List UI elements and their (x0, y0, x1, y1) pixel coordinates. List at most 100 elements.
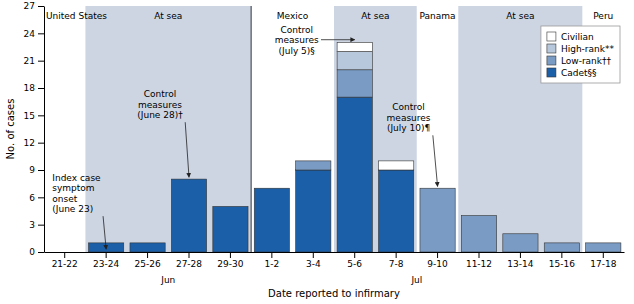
annotation-line: measures (387, 113, 431, 123)
legend-label: Civilian (561, 32, 594, 42)
y-tick: 6 (29, 193, 44, 203)
x-tick: 17-18 (590, 252, 616, 269)
x-tick-label: 7-8 (389, 259, 404, 269)
bar-segment (47, 252, 82, 253)
annotation-line: Control (144, 89, 177, 99)
legend-swatch (547, 44, 556, 53)
month-divider (251, 6, 252, 252)
bar-segment (544, 242, 579, 243)
x-tick: 3-4 (306, 252, 321, 269)
legend-swatch (547, 32, 556, 41)
y-tick-label: 24 (24, 29, 36, 39)
bar-segment (254, 188, 289, 189)
legend-label: High-rank** (561, 44, 615, 54)
month-label: Jun (160, 275, 175, 285)
bar-segment (213, 206, 248, 252)
y-axis-line (44, 7, 45, 253)
y-tick: 24 (24, 29, 44, 39)
bar-segment (171, 179, 206, 180)
y-tick-mark (38, 225, 44, 226)
annotation-arrow (185, 122, 189, 177)
bar-segment (171, 179, 206, 180)
annotation-line: (June 28)† (137, 110, 183, 120)
y-tick: 18 (24, 83, 44, 93)
bar-segment (213, 206, 248, 207)
bar-segment (379, 170, 414, 252)
x-tick-mark (396, 252, 397, 258)
x-tick-label: 27-28 (176, 259, 202, 269)
x-tick-label: 17-18 (590, 259, 616, 269)
y-tick-mark (38, 61, 44, 62)
bar-segment (586, 242, 621, 243)
y-tick-mark (38, 197, 44, 198)
x-tick: 27-28 (176, 252, 202, 269)
y-tick-mark (38, 170, 44, 171)
x-tick-label: 3-4 (306, 259, 321, 269)
bar-segment (420, 188, 455, 189)
x-tick: 9-10 (427, 252, 448, 269)
bar-segment (130, 242, 165, 243)
x-tick-label: 15-16 (549, 259, 575, 269)
bar-segment (586, 242, 621, 243)
bar-segment (47, 252, 82, 253)
bar-segment (213, 206, 248, 207)
annotation-text: Index casesymptomonset(June 23) (52, 173, 101, 215)
bar-segment (171, 179, 206, 180)
legend-item: Civilian (547, 32, 594, 42)
y-tick: 3 (29, 220, 44, 230)
bar-segment (461, 215, 496, 216)
region-label: Peru (593, 11, 613, 21)
y-tick-label: 0 (29, 247, 35, 257)
y-tick-label: 27 (24, 1, 35, 11)
y-tick: 12 (24, 138, 44, 148)
bar-segment (89, 242, 124, 243)
bar-segment (130, 242, 165, 243)
x-tick: 15-16 (549, 252, 575, 269)
annotation-line: Index case (52, 173, 101, 183)
x-axis-line (45, 252, 625, 253)
bar-segment (296, 161, 331, 170)
region-label: Panama (420, 11, 456, 21)
region-band (251, 6, 334, 252)
bar-segment (130, 243, 165, 252)
annotation-line: (June 23) (52, 204, 93, 214)
bar-segment (503, 233, 538, 234)
y-tick-mark (38, 6, 44, 7)
legend-swatch (547, 56, 556, 65)
bar-segment (296, 170, 331, 252)
y-axis: 0369121518212427 (24, 1, 45, 257)
region-label: At sea (154, 11, 182, 21)
annotation-line: onset (52, 194, 77, 204)
bar-segment (213, 206, 248, 207)
x-tick-label: 25-26 (134, 259, 160, 269)
bar-series (337, 52, 372, 70)
bar-segment (379, 161, 414, 170)
y-tick-mark (38, 115, 44, 116)
y-tick-label: 21 (24, 56, 35, 66)
x-tick: 25-26 (134, 252, 160, 269)
legend-item: High-rank** (547, 44, 615, 54)
y-tick-mark (38, 252, 44, 253)
x-tick-label: 9-10 (427, 259, 448, 269)
bar-segment (254, 188, 289, 252)
bar-segment (47, 252, 82, 253)
region-label: At sea (506, 11, 534, 21)
bar-segment (296, 160, 331, 161)
y-tick-mark (38, 33, 44, 34)
x-tick: 1-2 (265, 252, 280, 269)
x-axis-title: Date reported to infirmary (268, 288, 400, 299)
y-tick-mark (38, 143, 44, 144)
x-tick-mark (479, 252, 480, 258)
bar-segment (586, 243, 621, 252)
bar-segment (89, 242, 124, 243)
x-tick-label: 23-24 (93, 259, 119, 269)
x-tick-label: 5-6 (347, 259, 362, 269)
x-tick-label: 21-22 (52, 259, 78, 269)
x-tick: 23-24 (93, 252, 119, 269)
annotation-arrow (321, 39, 355, 40)
annotation-text: Controlmeasures(July 5)§ (275, 25, 319, 56)
bar-segment (337, 70, 372, 97)
legend-label: Cadet§§ (561, 68, 597, 78)
x-tick-label: 1-2 (265, 259, 280, 269)
bar-segment (503, 234, 538, 252)
